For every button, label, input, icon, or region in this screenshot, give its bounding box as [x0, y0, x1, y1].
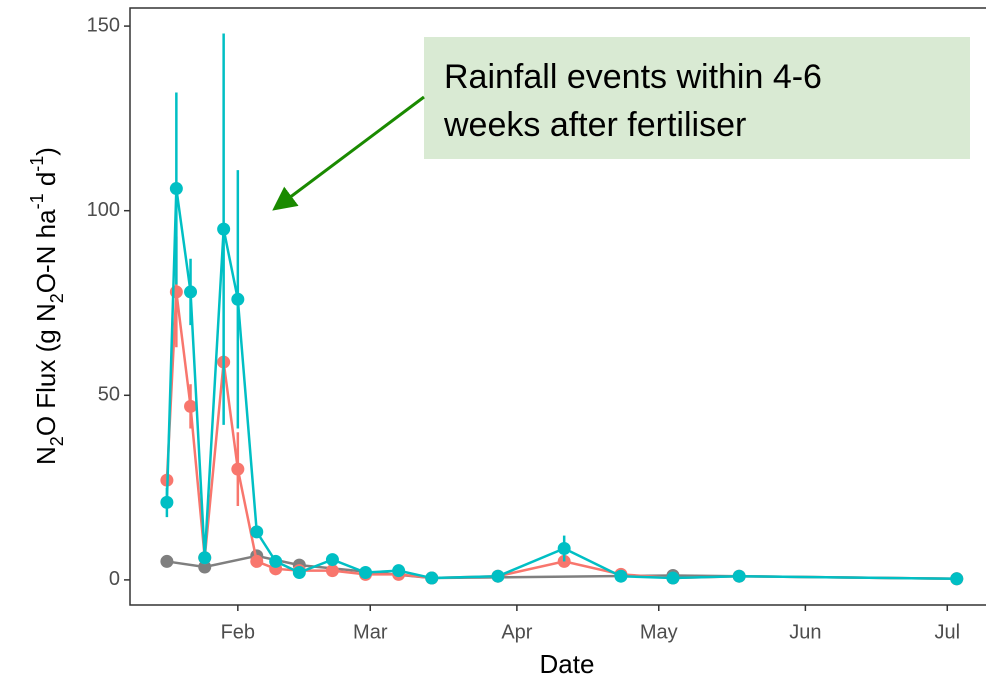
point	[160, 554, 174, 568]
x-tick-label: Jun	[789, 621, 821, 643]
y-axis-title: N2O Flux (g N2O-N ha-1 d-1)	[27, 147, 67, 465]
point	[231, 462, 245, 476]
y-tick-label: 50	[98, 384, 120, 406]
point	[359, 566, 373, 580]
x-axis-title: Date	[540, 649, 595, 679]
x-tick-label: Feb	[221, 621, 255, 643]
point	[491, 569, 505, 583]
panel-border	[129, 7, 986, 606]
point	[160, 495, 174, 509]
point	[292, 566, 306, 580]
point	[169, 182, 183, 196]
annotation-text: weeks after fertiliser	[443, 106, 746, 144]
annotation-box	[424, 37, 970, 159]
y-axis-title-part: O-N ha	[31, 209, 61, 293]
y-axis-title-part: -1	[27, 193, 47, 209]
point	[325, 564, 339, 578]
y-axis-title-part: 2	[47, 293, 67, 303]
annotation-text: Rainfall events within 4-6	[444, 58, 822, 96]
point	[269, 554, 283, 568]
point	[184, 399, 198, 413]
y-axis-title-part: -1	[27, 156, 47, 172]
y-axis-title-part: )	[31, 147, 61, 156]
y-tick-label: 150	[87, 14, 120, 36]
point	[198, 551, 212, 565]
point	[325, 553, 339, 567]
point	[250, 554, 264, 568]
x-tick-label: Apr	[501, 621, 532, 643]
point	[231, 292, 245, 306]
point	[392, 564, 406, 578]
point	[557, 542, 571, 556]
x-tick-label: Jul	[934, 621, 960, 643]
point	[732, 569, 746, 583]
point	[614, 569, 628, 583]
point	[217, 222, 231, 236]
y-tick-label: 0	[109, 568, 120, 590]
point	[198, 560, 212, 574]
series-line	[165, 291, 957, 581]
y-axis-title-part: 2	[47, 436, 67, 446]
y-axis-title-part: O Flux (g N	[31, 303, 61, 436]
point	[169, 285, 183, 299]
x-tick-label: May	[640, 621, 678, 643]
series-line	[165, 188, 957, 581]
point	[184, 285, 198, 299]
point	[250, 525, 264, 539]
y-axis-title-part: N	[31, 446, 61, 465]
point	[950, 572, 964, 586]
annotation-arrow	[272, 95, 425, 211]
x-tick-label: Mar	[353, 621, 388, 643]
point	[666, 571, 680, 585]
y-tick-label: 100	[87, 199, 120, 221]
y-axis-title-part: d	[31, 172, 61, 194]
point	[425, 571, 439, 585]
